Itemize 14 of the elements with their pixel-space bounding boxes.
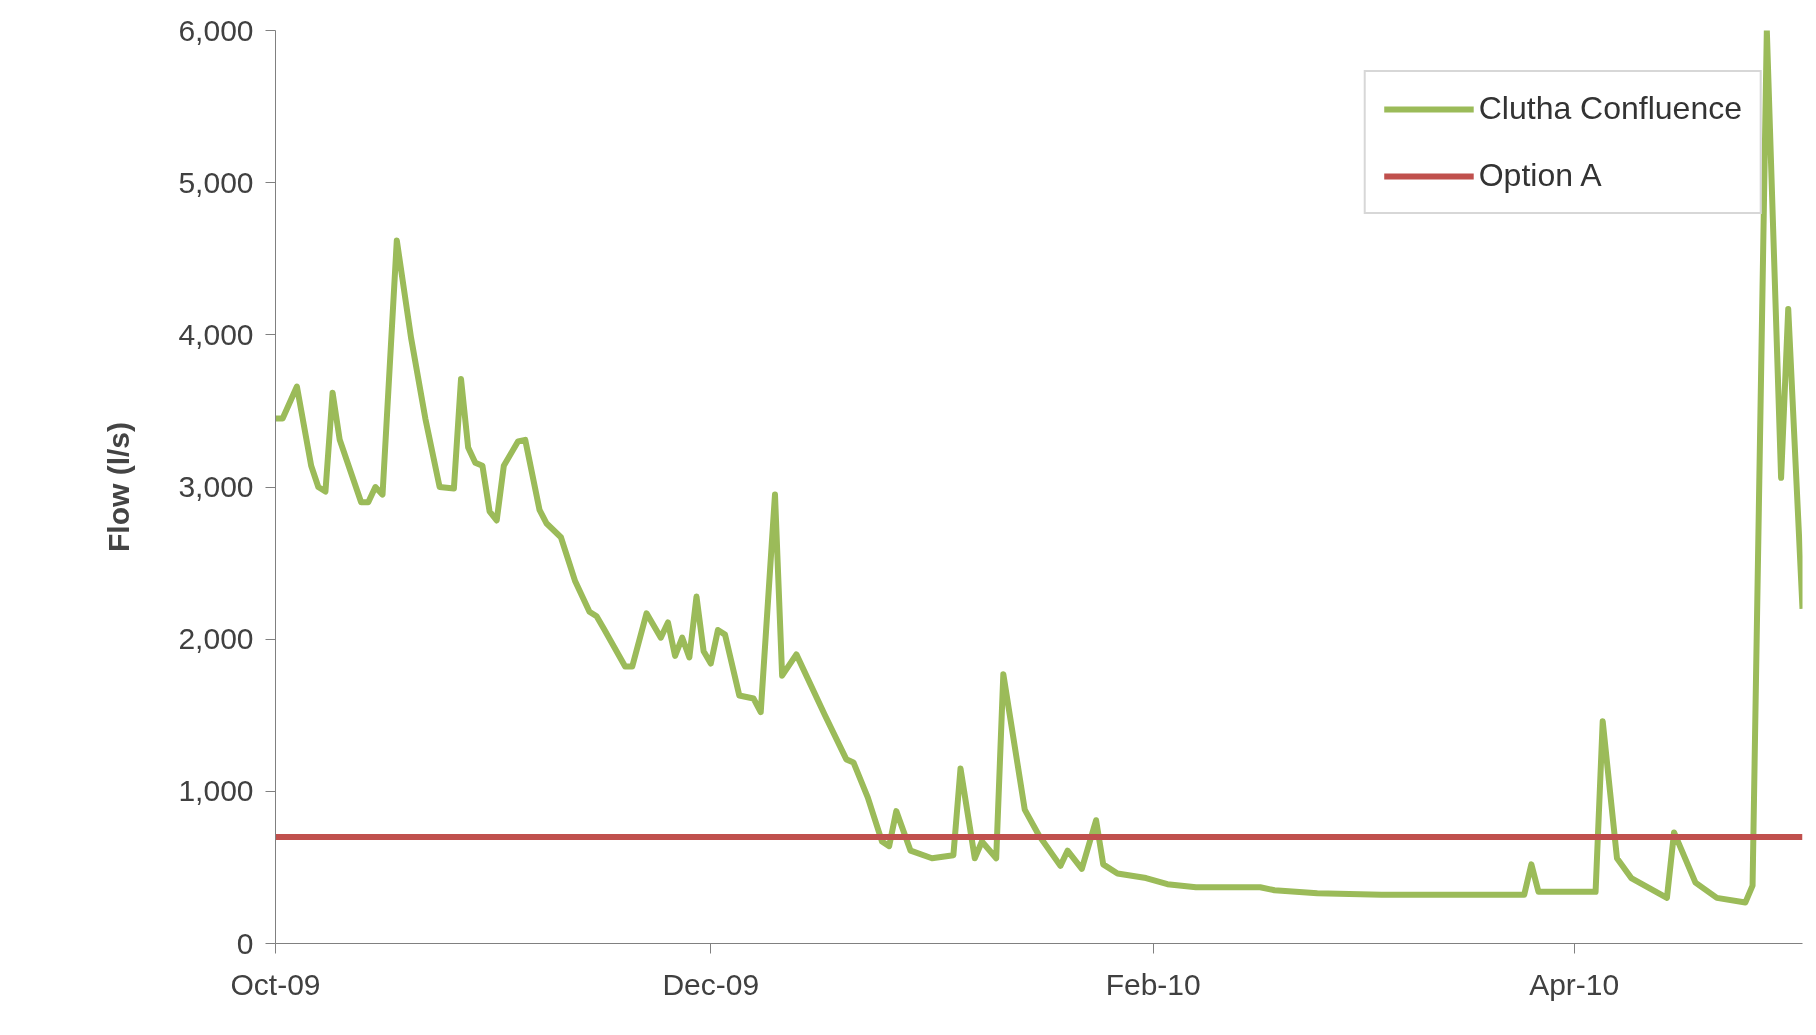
y-axis-title: Flow (l/s) xyxy=(102,422,136,552)
legend-label: Option A xyxy=(1478,157,1602,194)
x-tick-label: Apr-10 xyxy=(1529,967,1620,1001)
y-tick-label: 3,000 xyxy=(178,470,254,503)
y-tick-label: 0 xyxy=(236,926,254,960)
y-tick-label: 2,000 xyxy=(178,622,254,656)
y-tick-label: 6,000 xyxy=(178,13,254,47)
legend-label: Clutha Confluence xyxy=(1478,90,1742,127)
y-tick-label: 1,000 xyxy=(178,774,254,808)
y-tick-label: 5,000 xyxy=(178,165,254,199)
y-tick-label: 4,000 xyxy=(178,317,254,351)
x-tick-label: Oct-09 xyxy=(230,967,321,1001)
x-tick-label: Dec-09 xyxy=(662,967,760,1001)
x-tick-label: Feb-10 xyxy=(1105,967,1201,1001)
